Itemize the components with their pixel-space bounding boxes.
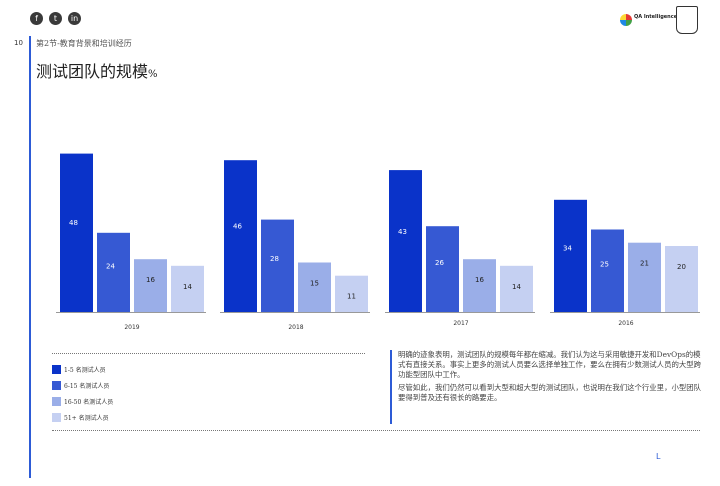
bar-2018-series-4 (335, 275, 368, 312)
legend-item: 16-50 名测试人员 (52, 393, 113, 409)
title-text: 测试团队的规模 (36, 62, 149, 81)
corner-mark: L (656, 452, 661, 461)
legend-swatch (52, 412, 61, 422)
legend-label: 51+ 名测试人员 (64, 414, 109, 422)
bar-2016-series-1 (554, 199, 587, 312)
category-label: 2019 (124, 324, 139, 331)
data-label: 24 (106, 262, 115, 270)
legend-label: 1-5 名测试人员 (64, 366, 106, 374)
data-label: 48 (69, 219, 78, 227)
data-label: 11 (347, 293, 356, 301)
accent-divider (29, 36, 31, 478)
legend-item: 1-5 名测试人员 (52, 361, 113, 377)
data-label: 16 (146, 276, 155, 284)
bottom-divider (52, 430, 700, 431)
bar-2016-series-4 (665, 246, 698, 312)
legend-item: 6-15 名测试人员 (52, 377, 113, 393)
bar-2017-series-4 (500, 265, 533, 312)
commentary-paragraph-1: 明确的迹象表明，测试团队的规模每年都在缩减。我们认为这与采用敏捷开发和DevOp… (398, 350, 702, 379)
page-number: 10 (14, 39, 23, 47)
bar-2019-series-1 (60, 153, 93, 312)
twitter-icon[interactable]: t (49, 12, 62, 25)
legend-label: 16-50 名测试人员 (64, 398, 114, 406)
section-label: 第2节-教育背景和培训经历 (36, 39, 132, 48)
bar-2019-series-4 (171, 265, 204, 312)
chart-legend: 1-5 名测试人员 6-15 名测试人员 16-50 名测试人员 51+ 名测试人员 (52, 361, 113, 425)
page-title: 测试团队的规模% (36, 58, 158, 82)
bar-2019-series-3 (134, 259, 167, 312)
data-label: 14 (183, 283, 192, 291)
linkedin-icon[interactable]: in (68, 12, 81, 25)
bar-2016-series-2 (591, 229, 624, 312)
category-label: 2017 (453, 320, 468, 327)
data-label: 14 (512, 283, 521, 291)
data-label: 20 (677, 263, 686, 271)
legend-divider (52, 353, 365, 354)
data-label: 15 (310, 280, 319, 288)
commentary-paragraph-2: 尽管如此，我们仍然可以看到大型和超大型的测试团队，也说明在我们这个行业里，小型团… (398, 383, 702, 402)
data-label: 26 (435, 259, 444, 267)
legend-swatch (52, 380, 61, 390)
logo-text: QA Intelligence (634, 14, 678, 20)
bar-2016-series-3 (628, 242, 661, 312)
bar-2019-series-2 (97, 232, 130, 312)
qa-intelligence-logo: QA Intelligence (620, 6, 700, 34)
social-links: f t in (30, 12, 81, 25)
legend-item: 51+ 名测试人员 (52, 409, 113, 425)
bar-2018-series-2 (261, 219, 294, 312)
legend-swatch (52, 364, 61, 374)
logo-mark-icon (620, 14, 632, 26)
data-label: 43 (398, 228, 407, 236)
bar-2018-series-1 (224, 160, 257, 312)
category-label: 2018 (288, 324, 303, 331)
title-suffix: % (148, 69, 158, 80)
bar-2017-series-1 (389, 170, 422, 312)
data-label: 16 (475, 276, 484, 284)
trophy-icon (676, 6, 698, 34)
commentary: 明确的迹象表明，测试团队的规模每年都在缩减。我们认为这与采用敏捷开发和DevOp… (390, 350, 702, 424)
bar-2017-series-2 (426, 226, 459, 312)
category-label: 2016 (618, 320, 633, 327)
facebook-icon[interactable]: f (30, 12, 43, 25)
legend-swatch (52, 396, 61, 406)
bar-2017-series-3 (463, 259, 496, 312)
data-label: 28 (270, 255, 279, 263)
data-label: 25 (600, 261, 609, 269)
data-label: 34 (563, 244, 572, 252)
bar-2018-series-3 (298, 262, 331, 312)
legend-label: 6-15 名测试人员 (64, 382, 110, 390)
data-label: 21 (640, 260, 649, 268)
bar-chart: 48 24 16 14 2019 46 28 15 11 2018 43 26 16 14 2017 34 25… (56, 153, 700, 331)
data-label: 46 (233, 223, 242, 231)
